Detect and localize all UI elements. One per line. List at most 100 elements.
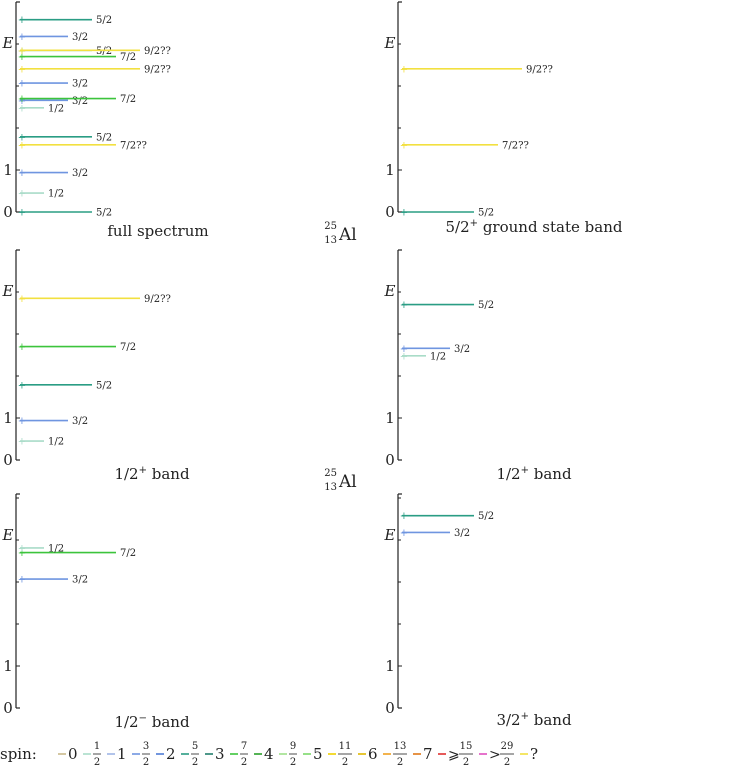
level-label: 1/2 — [48, 189, 64, 200]
level-label: 5/2 — [96, 46, 112, 57]
tick-label-1: 1 — [385, 409, 395, 427]
axis-label-energy: E — [384, 526, 396, 544]
parity-marker: + — [18, 132, 26, 143]
parity-marker: + — [18, 168, 26, 179]
svg-text:2: 2 — [166, 745, 176, 763]
axis-label-energy: E — [384, 282, 396, 300]
level-12-2: +1/2 — [18, 543, 64, 554]
level-label: 7/2 — [120, 548, 136, 559]
axis-label-energy: E — [384, 34, 396, 52]
nucleus-label: 25 13 Al — [324, 468, 356, 493]
svg-text:9: 9 — [290, 741, 296, 752]
level-92-12: +9/2?? — [18, 46, 171, 57]
svg-text:2: 2 — [241, 757, 247, 767]
parity-marker: + — [400, 528, 408, 539]
legend-item-16: >29 2 — [479, 741, 514, 767]
parity-marker: + — [18, 64, 26, 75]
level-92-2: +9/2?? — [400, 64, 553, 75]
level-12-0: +1/2 — [18, 437, 64, 448]
svg-text:1: 1 — [94, 741, 100, 752]
level-label: 3/2 — [72, 416, 88, 427]
svg-text:7: 7 — [241, 741, 247, 752]
svg-text:3: 3 — [215, 745, 225, 763]
svg-text:2: 2 — [143, 757, 149, 767]
parity-marker: + — [400, 64, 408, 75]
panel-full: 01E+ 5/2+ 1/2+ 3/2+ 7/2??+ 5/2+ 1/2+ 3/2+ 7/2+ 3/… — [2, 1, 209, 240]
panel-title: 1/2− band — [114, 713, 190, 731]
parity-marker: + — [18, 103, 26, 114]
svg-text:13: 13 — [394, 741, 407, 752]
level-32-6: +3/2 — [18, 96, 88, 107]
legend-item-1: 12 — [83, 741, 101, 767]
parity-marker: + — [18, 15, 26, 26]
level-52-2: +5/2 — [400, 300, 494, 311]
parity-marker: + — [18, 294, 26, 305]
tick-label-0: 0 — [3, 203, 13, 221]
svg-text:29: 29 — [501, 741, 514, 752]
legend-item-9: 92 — [279, 741, 297, 767]
svg-text:2: 2 — [504, 757, 510, 767]
svg-text:6: 6 — [368, 745, 378, 763]
legend-item-5: 52 — [181, 741, 199, 767]
legend-item-17: ? — [520, 745, 538, 763]
axis-label-energy: E — [2, 282, 14, 300]
axis-label-energy: E — [2, 34, 14, 52]
legend-item-4: 2 — [156, 745, 176, 763]
svg-text:>: > — [489, 747, 501, 763]
svg-text:2: 2 — [342, 757, 348, 767]
tick-label-0: 0 — [3, 699, 13, 717]
level-label: 7/2 — [120, 52, 136, 63]
parity-marker: + — [18, 52, 26, 63]
level-label: 7/2?? — [120, 140, 147, 151]
level-32-1: +3/2 — [400, 344, 470, 355]
panel-gsb: 01E+ 5/2+ 7/2??+ 9/2??5/2+ ground state ban… — [384, 1, 623, 236]
legend-item-11: 11 2 — [328, 741, 352, 767]
level-label: 9/2?? — [144, 294, 171, 305]
level-52-4: +5/2 — [18, 132, 112, 143]
panel-title: 3/2+ band — [496, 711, 572, 729]
tick-label-1: 1 — [3, 161, 13, 179]
svg-text:25: 25 — [324, 468, 337, 479]
level-52-2: +5/2 — [18, 380, 112, 391]
level-label: 9/2?? — [144, 64, 171, 75]
legend-item-13: 13 2 — [383, 741, 407, 767]
level-32-0: +3/2 — [400, 528, 470, 539]
level-label: 3/2 — [72, 79, 88, 90]
parity-marker: + — [18, 32, 26, 43]
level-label: 5/2 — [96, 208, 112, 219]
legend-item-10: 5 — [303, 745, 323, 763]
tick-label-1: 1 — [3, 409, 13, 427]
tick-label-0: 0 — [385, 699, 395, 717]
parity-marker: + — [18, 437, 26, 448]
level-label: 1/2 — [48, 103, 64, 114]
tick-label-0: 0 — [3, 451, 13, 469]
legend-item-14: 7 — [413, 745, 433, 763]
level-72-10: +7/2 — [18, 52, 136, 63]
level-label: 3/2 — [72, 32, 88, 43]
level-label: 3/2 — [72, 168, 88, 179]
legend-item-3: 32 — [132, 741, 150, 767]
parity-marker: + — [18, 575, 26, 586]
level-label: 7/2?? — [502, 140, 529, 151]
level-72-1: +7/2?? — [400, 140, 529, 151]
level-label: 9/2?? — [526, 64, 553, 75]
level-52-14: +5/2 — [18, 15, 112, 26]
level-52-0: +5/2 — [400, 208, 494, 219]
parity-marker: + — [18, 94, 26, 105]
parity-marker: + — [18, 46, 26, 57]
level-label: 5/2 — [478, 300, 494, 311]
spin-legend: spin: 0 12 1 32 2 52 3 72 4 92 5 112 6 132 7 ⩾152 >292? — [0, 741, 538, 767]
svg-text:25: 25 — [324, 221, 337, 232]
svg-text:Al: Al — [338, 472, 357, 492]
level-label: 3/2 — [454, 344, 470, 355]
parity-marker: + — [400, 511, 408, 522]
svg-text:3: 3 — [143, 741, 149, 752]
level-label: 3/2 — [454, 528, 470, 539]
panel-title: 1/2+ band — [114, 465, 190, 483]
svg-text:Al: Al — [338, 225, 357, 245]
svg-text:11: 11 — [339, 741, 352, 752]
level-12-1: +1/2 — [18, 189, 64, 200]
level-32-1: +3/2 — [18, 416, 88, 427]
legend-item-12: 6 — [358, 745, 378, 763]
